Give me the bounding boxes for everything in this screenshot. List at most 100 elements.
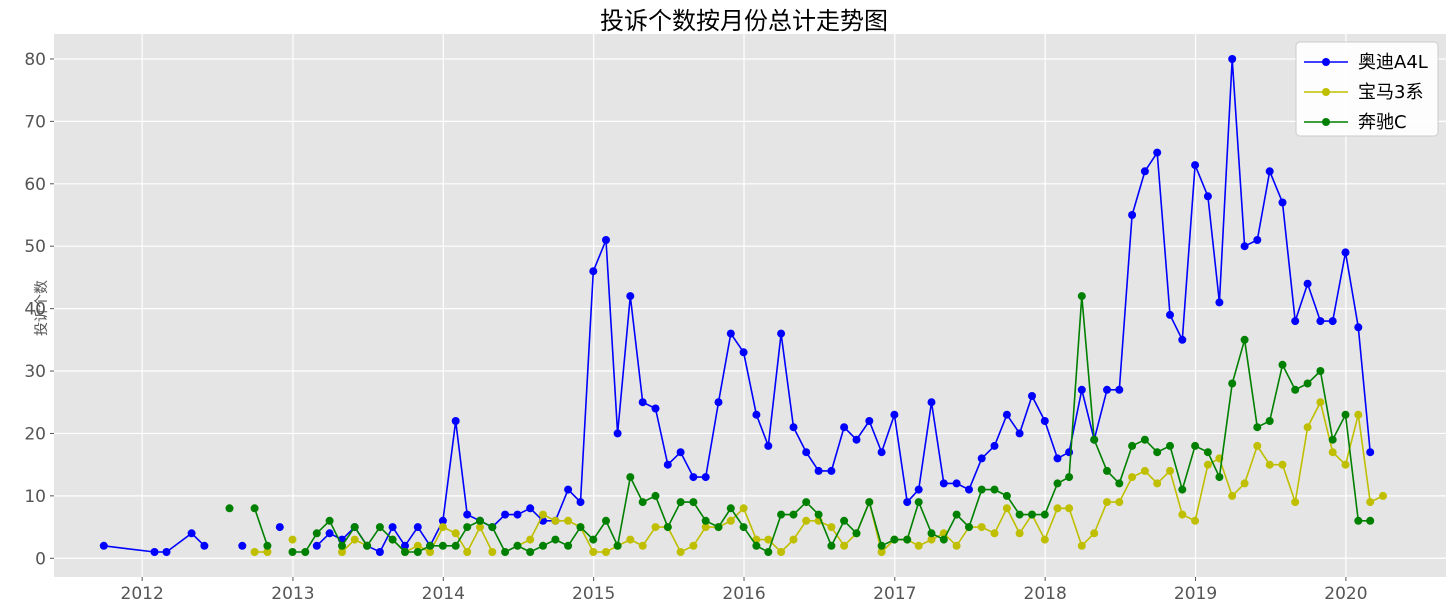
data-point: [777, 329, 786, 338]
data-point: [939, 535, 948, 544]
data-point: [663, 523, 672, 532]
data-point: [526, 535, 535, 544]
data-point: [726, 329, 735, 338]
data-point: [939, 479, 948, 488]
data-point: [1053, 454, 1062, 463]
data-point: [526, 504, 535, 513]
series-3: [225, 292, 1375, 556]
data-point: [602, 516, 610, 525]
data-point: [739, 504, 748, 513]
data-point: [564, 485, 573, 494]
data-point: [877, 541, 886, 550]
data-point: [576, 498, 585, 507]
data-point: [1178, 510, 1187, 519]
x-tick-label: 2018: [1024, 584, 1067, 604]
data-point: [890, 535, 899, 544]
data-point: [927, 398, 936, 407]
data-point: [676, 498, 685, 507]
data-point: [1040, 510, 1049, 519]
data-point: [1166, 310, 1174, 319]
data-point: [1153, 448, 1162, 457]
data-point: [965, 485, 973, 494]
data-point: [1028, 510, 1036, 519]
data-point: [701, 523, 710, 532]
data-point: [288, 548, 297, 556]
data-point: [752, 541, 761, 550]
data-point: [752, 410, 761, 419]
data-point: [1153, 148, 1162, 157]
data-point: [539, 510, 547, 519]
y-tick-label: 50: [24, 237, 46, 257]
data-point: [1103, 466, 1111, 475]
series-line: [517, 399, 1384, 554]
y-tick-label: 30: [24, 362, 46, 382]
data-point: [1366, 448, 1375, 457]
data-point: [814, 510, 823, 519]
data-point: [676, 548, 685, 556]
data-point: [613, 541, 622, 550]
data-point: [1191, 441, 1200, 450]
data-point: [375, 548, 384, 556]
x-tick-label: 2014: [422, 584, 465, 604]
data-point: [676, 448, 685, 457]
data-point: [1166, 441, 1174, 450]
data-point: [1316, 367, 1325, 375]
data-point: [990, 441, 999, 450]
data-point: [1240, 242, 1249, 251]
data-point: [501, 548, 510, 556]
y-tick-label: 60: [24, 175, 46, 195]
data-point: [1316, 398, 1325, 407]
data-point: [564, 516, 573, 525]
data-point: [877, 448, 886, 457]
data-point: [739, 348, 748, 357]
data-point: [1178, 335, 1187, 344]
data-point: [764, 548, 773, 556]
data-point: [977, 485, 986, 494]
data-point: [1140, 466, 1149, 475]
legend-box: [1295, 41, 1439, 137]
data-point: [513, 510, 522, 519]
data-point: [1053, 504, 1062, 513]
data-point: [626, 535, 635, 544]
data-point: [827, 523, 836, 532]
data-point: [952, 541, 961, 550]
data-point: [1253, 441, 1262, 450]
data-point: [1253, 423, 1262, 432]
data-point: [802, 498, 811, 507]
data-point: [1065, 473, 1074, 482]
data-point: [1303, 279, 1312, 288]
data-point: [1265, 460, 1274, 469]
data-point: [1115, 385, 1124, 394]
data-point: [476, 516, 484, 525]
data-point: [1103, 385, 1111, 394]
data-point: [401, 541, 409, 550]
data-point: [200, 541, 209, 550]
data-point: [1065, 448, 1074, 457]
data-point: [952, 479, 961, 488]
data-point: [1278, 198, 1287, 207]
data-point: [1191, 161, 1200, 170]
data-point: [1040, 535, 1049, 544]
data-point: [965, 523, 973, 532]
data-point: [388, 523, 397, 532]
data-point: [689, 541, 698, 550]
data-point: [990, 485, 999, 494]
data-point: [187, 529, 196, 538]
data-point: [651, 404, 660, 413]
data-point: [463, 510, 472, 519]
data-point: [1265, 167, 1274, 176]
data-point: [1303, 423, 1312, 432]
data-point: [714, 398, 723, 407]
data-point: [589, 535, 598, 544]
data-point: [789, 423, 798, 432]
x-tick-label: 2019: [1174, 584, 1217, 604]
data-point: [564, 541, 573, 550]
data-point: [451, 529, 460, 538]
data-point: [764, 535, 773, 544]
data-point: [225, 504, 234, 513]
data-point: [626, 292, 635, 301]
legend-label: 奥迪A4L: [1358, 52, 1428, 73]
data-point: [865, 417, 874, 425]
data-point: [638, 398, 647, 407]
data-point: [827, 466, 836, 475]
